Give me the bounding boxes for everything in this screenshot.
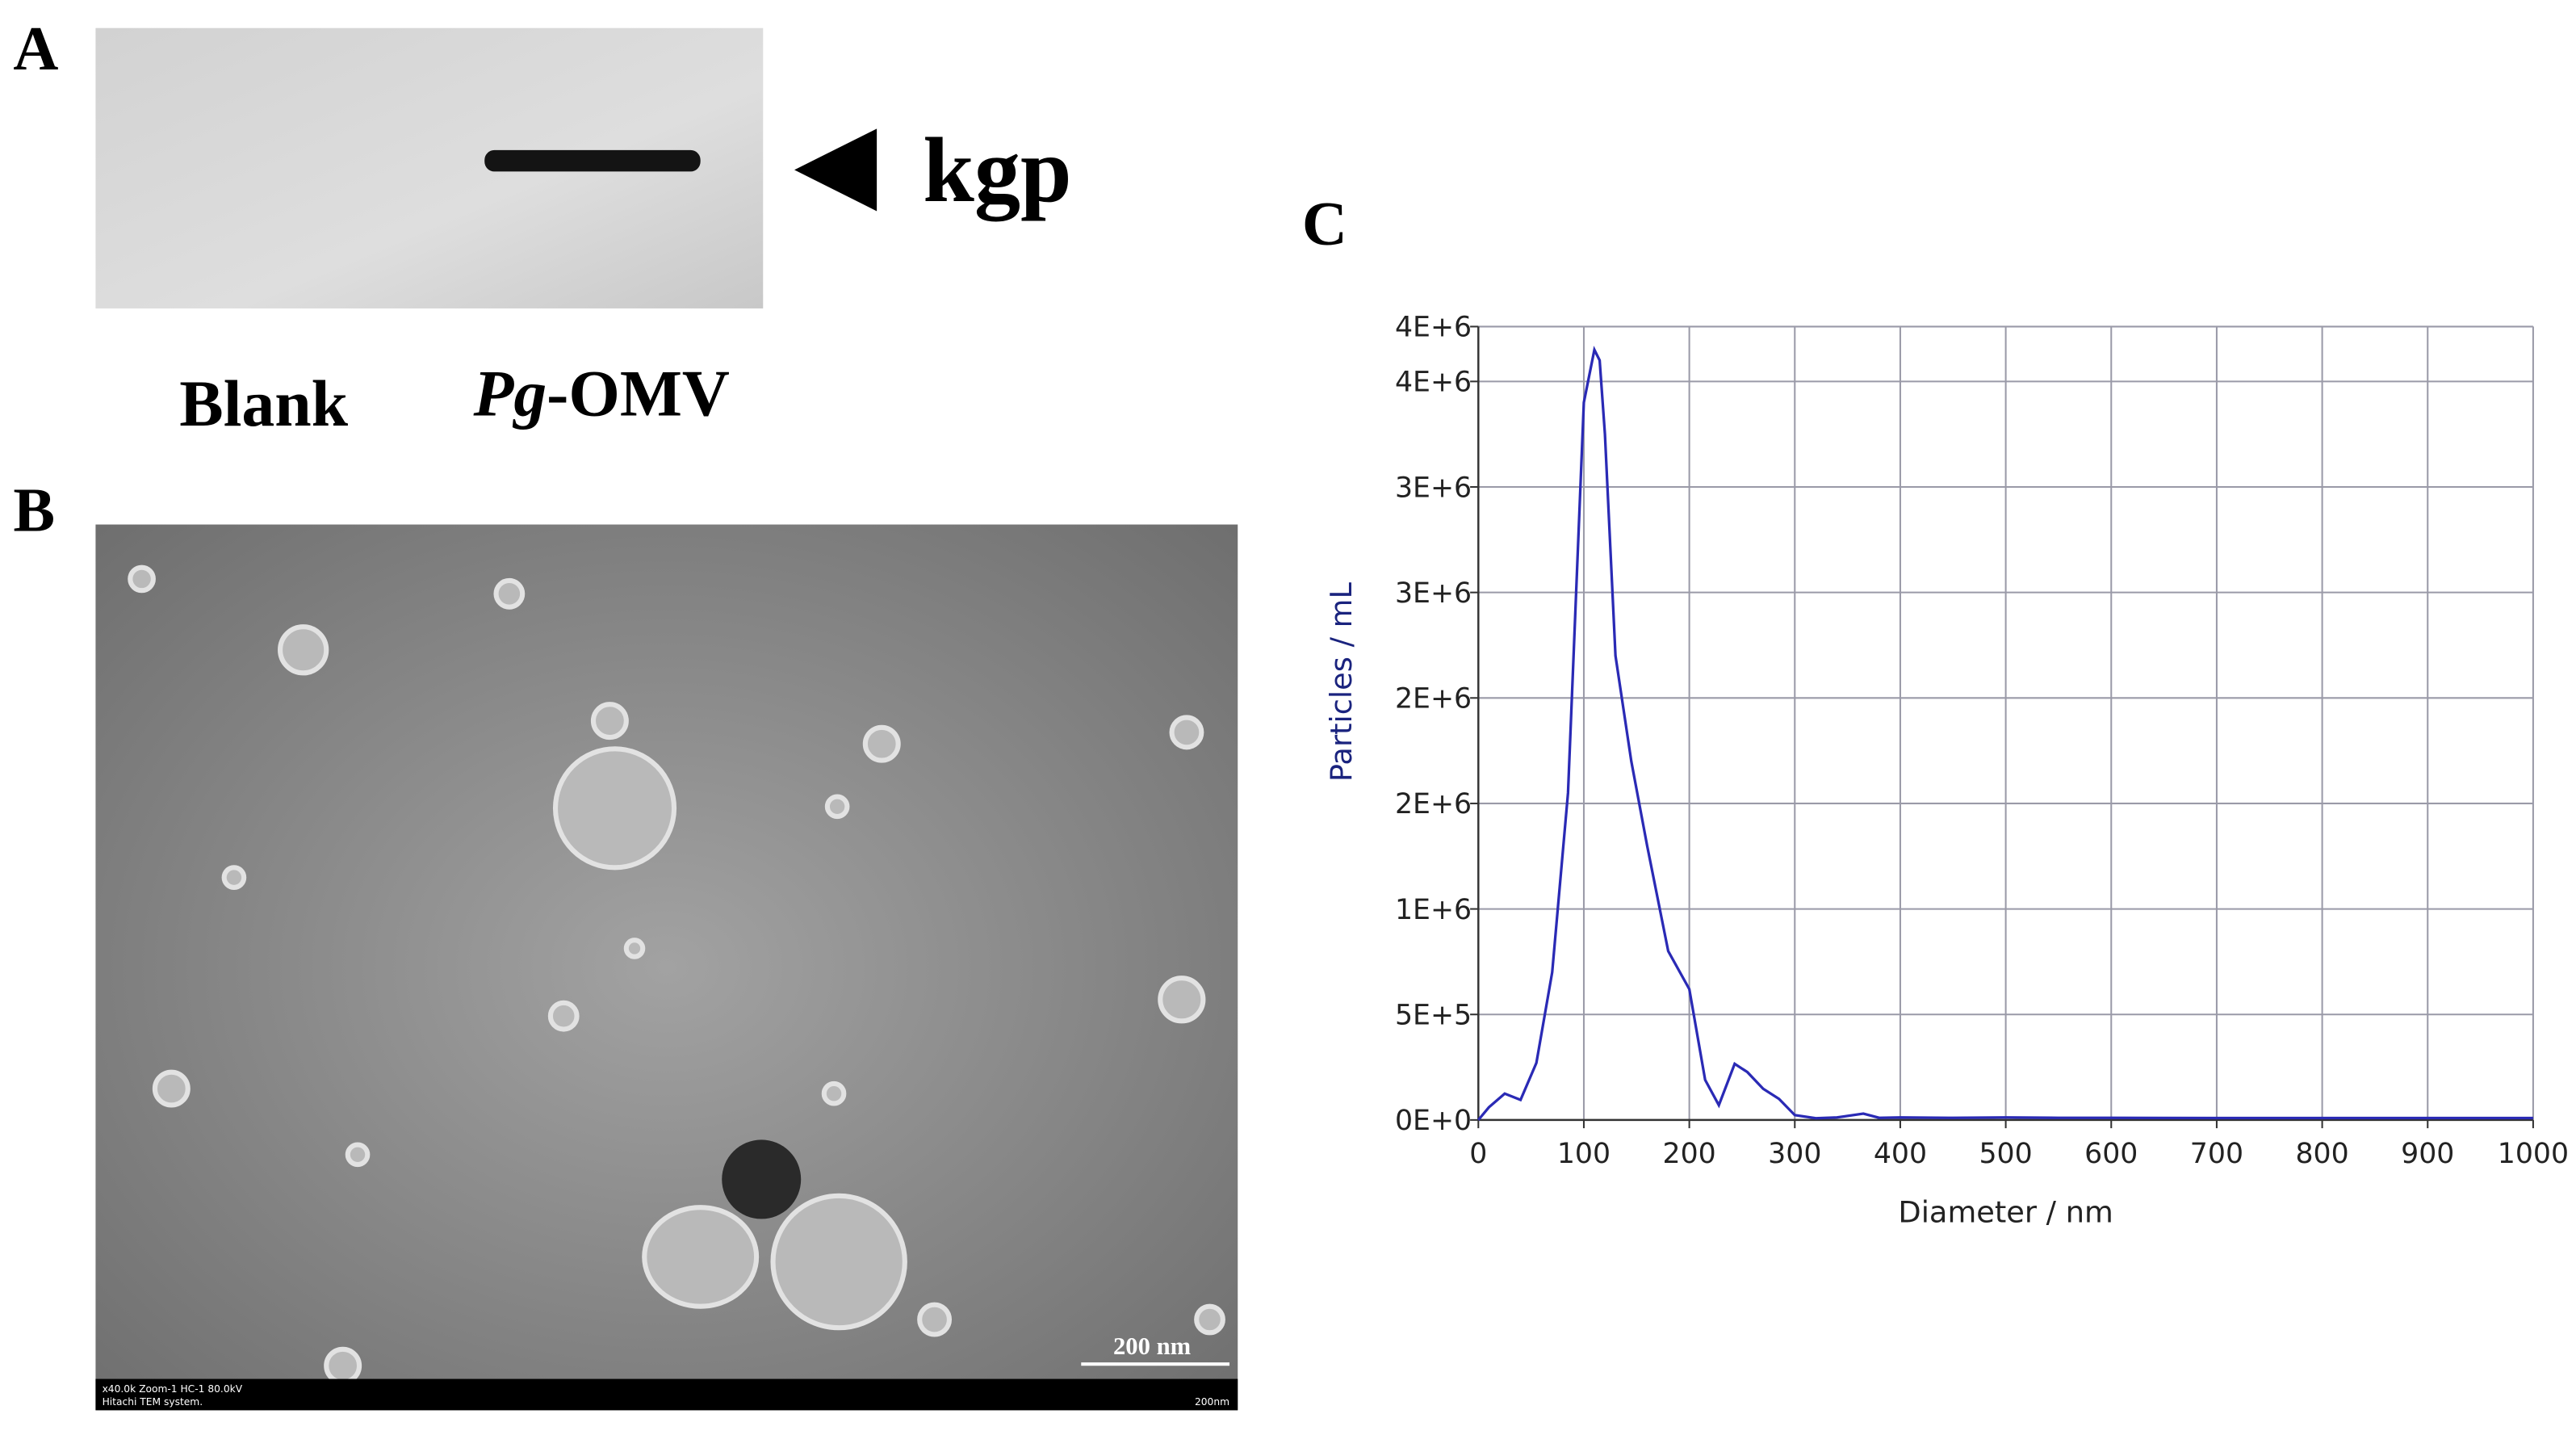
y-tick-label: 3E+6 [1395,472,1472,504]
info-bar [95,1378,1238,1411]
x-tick-label: 1000 [2498,1138,2569,1170]
vesicles [128,564,1225,1385]
chart: 0 100 200 300 400 500 600 700 800 900 1000 0E+0 5E+5… [1324,312,2569,1230]
x-tick-label: 800 [2295,1138,2348,1170]
panel-label: C [1302,188,1347,258]
x-tick-label: 0 [1469,1138,1487,1170]
panel-label: A [13,14,58,83]
scale-bar-label: 200 nm [1113,1332,1191,1360]
lane-label: Pg-OMV [472,357,729,430]
panel-label: B [13,476,55,545]
y-tick-label: 2E+6 [1395,788,1472,820]
arrowhead [794,128,878,212]
y-tick-label: 4E+6 [1395,367,1472,399]
info-text: x40.0k Zoom-1 HC-1 80.0kV [103,1383,243,1395]
x-tick-label: 900 [2401,1138,2454,1170]
y-axis-label: Particles / mL [1324,582,1359,783]
lane-label-text: -OMV [547,357,730,430]
lane-label-italic: Pg [472,357,547,430]
lane-label-text: Blank [179,367,348,440]
info-scale: 200nm [1195,1396,1229,1408]
x-tick-label: 400 [1874,1138,1927,1170]
y-tick-label: 3E+6 [1395,577,1472,610]
dark-vesicle [722,1139,802,1219]
x-tick-label: 300 [1768,1138,1821,1170]
info-text: Hitachi TEM system. [103,1396,203,1408]
x-tick-label: 100 [1557,1138,1611,1170]
data-line [1477,346,2533,1121]
x-tick-label: 700 [2190,1138,2243,1170]
band-label: kgp [923,119,1071,221]
x-axis-label: Diameter / nm [1898,1195,2113,1230]
y-tick-label: 2E+6 [1395,683,1472,715]
y-tick-label: 1E+6 [1395,894,1472,926]
blot-band [484,149,701,172]
y-tick-label: 0E+0 [1395,1105,1472,1137]
y-tick-label: 5E+5 [1395,999,1472,1031]
x-tick-label: 200 [1663,1138,1716,1170]
y-tick-label: 4E+6 [1395,312,1472,344]
x-tick-label: 500 [1979,1138,2032,1170]
lane-label: Blank [179,367,348,440]
x-tick-label: 600 [2084,1138,2138,1170]
